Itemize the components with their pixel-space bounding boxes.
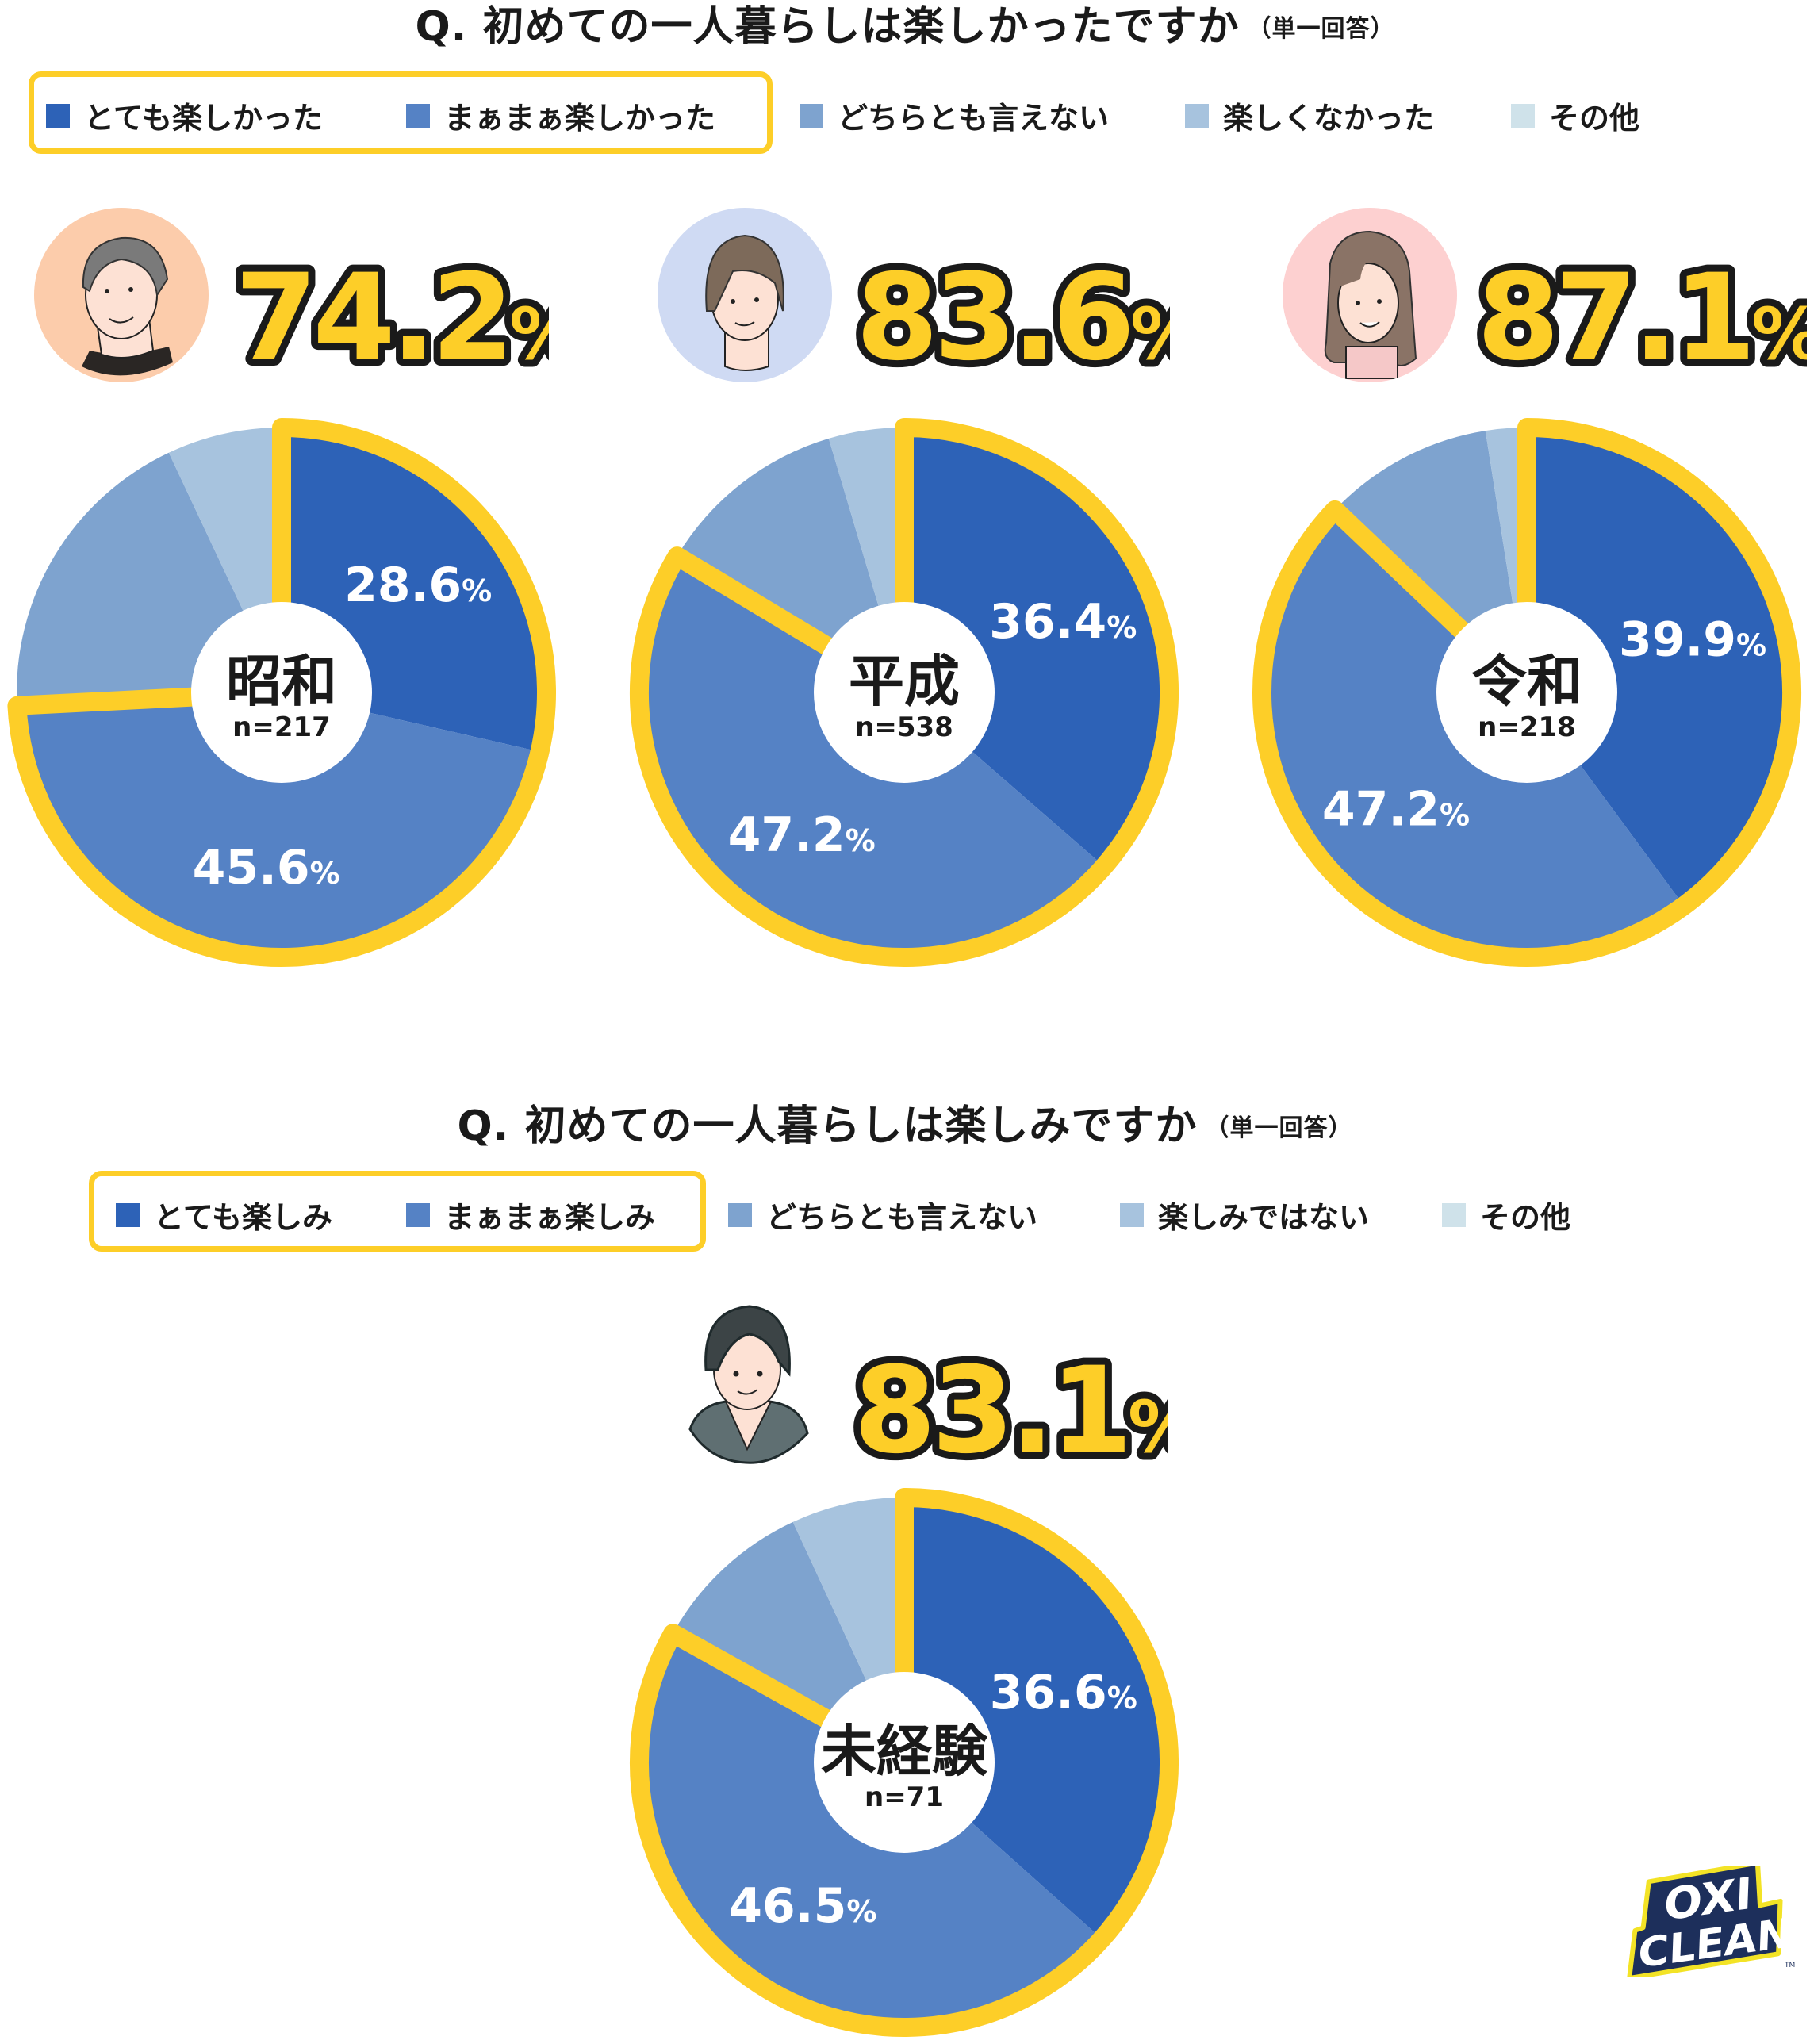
oxiclean-logo: OXI CLEAN TM (1626, 1860, 1800, 1981)
pie-slice-1 (904, 428, 1169, 867)
section1-title-text: Q. 初めての一人暮らしは楽しかったですか (415, 3, 1240, 51)
legend2-very: とても楽しみ (116, 1193, 332, 1237)
legend2-not: 楽しみではない (1120, 1193, 1369, 1237)
slice-value-label: 28.6% (344, 558, 492, 613)
slice-value-label: 47.2% (728, 807, 876, 863)
center-label-circle (1436, 602, 1617, 783)
total-percent-heisei-text: 83.6% 83.6% (849, 242, 1209, 394)
legend-label: 楽しみではない (1158, 1200, 1370, 1235)
young-man-hoodie-avatar-icon (688, 1305, 809, 1464)
highlight-outline (7, 418, 556, 967)
pie-slice-1 (904, 1498, 1169, 1939)
legend-label: とても楽しみ (154, 1200, 332, 1235)
total-percent-inexperienced: 83.1% 83.1% (846, 1335, 1206, 1487)
svg-text:87.1%: 87.1% (1477, 249, 1807, 374)
era-label: 平成 (849, 649, 960, 714)
center-label-circle (814, 1672, 995, 1853)
short-hair-person-avatar (658, 208, 832, 382)
legend-swatch (1185, 103, 1209, 128)
sample-size-label: n=71 (865, 1781, 944, 1813)
pie-chart-heisei: 平成n=538 36.4% 47.2% (630, 418, 1179, 967)
legend-swatch (1511, 103, 1535, 128)
svg-text:83.6%: 83.6% (856, 249, 1170, 374)
legend-swatch (1120, 1202, 1144, 1227)
section2-legend-highlight-box (89, 1171, 706, 1252)
legend-label: とても楽しかった (84, 101, 323, 136)
short-hair-person-avatar-icon (705, 234, 784, 371)
highlight-outline (630, 418, 1179, 967)
total-percent-showa-text: 74.2% 74.2% (228, 242, 588, 394)
slice-value-label: 47.2% (1322, 781, 1470, 837)
pie-slice-1 (1527, 428, 1792, 906)
legend2-other: その他 (1442, 1193, 1570, 1237)
pie-chart-reiwa: 令和n=218 39.9% 47.2% (1252, 418, 1801, 967)
legend-swatch (406, 1202, 430, 1227)
legend2-somewhat: まぁまぁ楽しみ (406, 1193, 655, 1237)
long-hair-woman-avatar (1283, 208, 1457, 382)
slice-value-label: 36.4% (989, 594, 1137, 650)
logo-line1: OXI (1663, 1869, 1754, 1931)
section2-title-note: （単一回答） (1205, 1114, 1353, 1142)
legend-swatch (728, 1202, 752, 1227)
legend1-other: その他 (1511, 94, 1639, 137)
oxiclean-logo-icon: OXI CLEAN TM (1627, 1860, 1795, 1981)
legend-label: その他 (1480, 1200, 1571, 1235)
legend-swatch (1442, 1202, 1466, 1227)
center-label-circle (191, 602, 372, 783)
slice-value-label: 39.9% (1619, 612, 1766, 667)
legend1-neutral: どちらとも言えない (800, 94, 1109, 137)
slice-value-label: 46.5% (729, 1878, 876, 1934)
legend1-very: とても楽しかった (46, 94, 323, 137)
slice-value-label: 45.6% (193, 840, 340, 895)
legend-swatch (46, 103, 70, 128)
man-gray-hair-avatar-icon (82, 236, 173, 376)
legend1-not: 楽しくなかった (1185, 94, 1434, 137)
sample-size-label: n=217 (232, 711, 331, 743)
legend-swatch (406, 103, 430, 128)
total-percent-showa: 74.2% 74.2% (228, 242, 588, 394)
legend-label: まぁまぁ楽しみ (444, 1200, 656, 1235)
section1-legend-highlight-box (29, 71, 773, 154)
pie-chart-showa: 昭和n=217 28.6% 45.6% (7, 418, 556, 967)
section2-title-text: Q. 初めての一人暮らしは楽しみですか (457, 1103, 1198, 1150)
section2-title: Q. 初めての一人暮らしは楽しみですか （単一回答） (0, 1101, 1810, 1152)
long-hair-woman-avatar-icon (1324, 230, 1417, 379)
slice-value-label: 36.6% (990, 1665, 1137, 1720)
era-label: 昭和 (226, 649, 337, 714)
section1-title: Q. 初めての一人暮らしは楽しかったですか （単一回答） (0, 2, 1810, 52)
highlight-outline (630, 1488, 1179, 2037)
center-label-circle (814, 602, 995, 783)
legend-label: その他 (1549, 101, 1640, 136)
legend-swatch (116, 1202, 140, 1227)
legend-label: どちらとも言えない (766, 1200, 1038, 1235)
sample-size-label: n=538 (855, 711, 953, 743)
legend-label: どちらとも言えない (838, 101, 1110, 136)
total-percent-reiwa: 87.1% 87.1% (1470, 242, 1810, 394)
svg-text:74.2%: 74.2% (235, 249, 549, 374)
sample-size-label: n=218 (1478, 711, 1576, 743)
legend-label: 楽しくなかった (1223, 101, 1435, 136)
section1-title-note: （単一回答） (1247, 15, 1395, 43)
legend2-neutral: どちらとも言えない (728, 1193, 1037, 1237)
era-label: 令和 (1471, 649, 1582, 714)
era-label: 未経験 (821, 1719, 988, 1784)
legend-label: まぁまぁ楽しかった (444, 101, 716, 136)
svg-text:TM: TM (1784, 1962, 1795, 1969)
total-percent-heisei: 83.6% 83.6% (849, 242, 1209, 394)
svg-text:83.1%: 83.1% (853, 1342, 1168, 1467)
legend1-somewhat: まぁまぁ楽しかった (406, 94, 715, 137)
svg-text:87.1%: 87.1% (1477, 249, 1807, 374)
total-percent-inexperienced-text: 83.1% 83.1% (846, 1335, 1206, 1487)
man-gray-hair-avatar (34, 208, 209, 382)
young-man-hoodie-avatar (682, 1294, 813, 1465)
highlight-outline (1252, 418, 1801, 967)
total-percent-reiwa-text: 87.1% 87.1% (1470, 242, 1810, 394)
legend-swatch (800, 103, 823, 128)
pie-slice-2 (17, 692, 540, 957)
